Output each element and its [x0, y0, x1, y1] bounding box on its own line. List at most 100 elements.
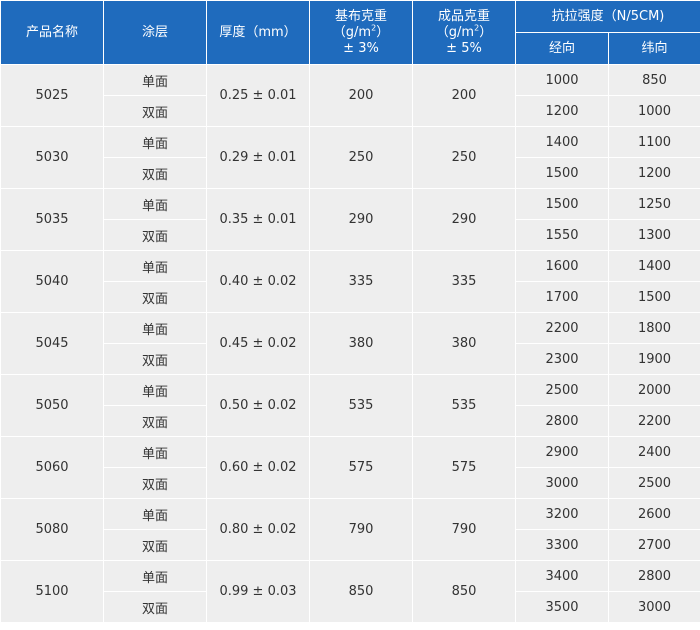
- product-name-cell: 5040: [0, 250, 104, 313]
- finished-weight-cell: 790: [412, 498, 516, 561]
- weft-cell: 1900: [608, 343, 700, 375]
- warp-cell: 1550: [515, 219, 609, 251]
- warp-cell: 1200: [515, 95, 609, 127]
- weft-cell: 850: [608, 64, 700, 96]
- table-header: 产品名称 涂层 厚度（mm） 基布克重 （g/m2） ± 3% 成品克重 （g/…: [0, 0, 700, 65]
- warp-cell: 2200: [515, 312, 609, 344]
- warp-cell: 2500: [515, 374, 609, 406]
- thickness-cell: 0.40 ± 0.02: [206, 250, 310, 313]
- header-finished-weight-unit: （g/m2）: [435, 23, 493, 40]
- thickness-cell: 0.35 ± 0.01: [206, 188, 310, 251]
- coating-cell: 双面: [103, 281, 207, 313]
- table-row: 双面 1550 1300: [1, 219, 700, 251]
- warp-cell: 1000: [515, 64, 609, 96]
- table-row: 双面 3300 2700: [1, 529, 700, 561]
- header-finished-weight-title: 成品克重: [437, 8, 490, 24]
- table-row: 双面 2300 1900: [1, 343, 700, 375]
- thickness-cell: 0.45 ± 0.02: [206, 312, 310, 375]
- weft-cell: 3000: [608, 591, 700, 623]
- warp-cell: 1600: [515, 250, 609, 282]
- header-thickness: 厚度（mm）: [206, 0, 310, 65]
- weft-cell: 1250: [608, 188, 700, 220]
- coating-cell: 单面: [103, 64, 207, 96]
- table-row: 双面 1200 1000: [1, 95, 700, 127]
- coating-cell: 双面: [103, 591, 207, 623]
- coating-cell: 单面: [103, 126, 207, 158]
- weft-cell: 2200: [608, 405, 700, 437]
- weft-cell: 1200: [608, 157, 700, 189]
- product-name-cell: 5100: [0, 560, 104, 623]
- base-weight-cell: 200: [309, 64, 413, 127]
- coating-cell: 单面: [103, 374, 207, 406]
- weft-cell: 2600: [608, 498, 700, 530]
- coating-cell: 单面: [103, 498, 207, 530]
- weft-cell: 2700: [608, 529, 700, 561]
- thickness-cell: 0.50 ± 0.02: [206, 374, 310, 437]
- table-row: 5100 单面 0.99 ± 0.03 850 850 3400 2800: [0, 560, 700, 623]
- weft-cell: 1100: [608, 126, 700, 158]
- warp-cell: 2900: [515, 436, 609, 468]
- header-warp: 经向: [515, 32, 609, 65]
- table-row: 双面 1500 1200: [1, 157, 700, 189]
- weft-cell: 2800: [608, 560, 700, 592]
- coating-cell: 双面: [103, 343, 207, 375]
- coating-cell: 单面: [103, 436, 207, 468]
- table-row: 双面 3000 2500: [1, 467, 700, 499]
- warp-cell: 2800: [515, 405, 609, 437]
- coating-cell: 双面: [103, 157, 207, 189]
- coating-cell: 双面: [103, 95, 207, 127]
- table-row: 5060 单面 0.60 ± 0.02 575 575 2900 2400: [0, 436, 700, 499]
- coating-cell: 单面: [103, 312, 207, 344]
- finished-weight-cell: 535: [412, 374, 516, 437]
- base-weight-cell: 335: [309, 250, 413, 313]
- base-weight-cell: 575: [309, 436, 413, 499]
- header-base-weight-tolerance: ± 3%: [343, 40, 379, 56]
- base-weight-cell: 290: [309, 188, 413, 251]
- table-row: 5040 单面 0.40 ± 0.02 335 335 1600 1400: [0, 250, 700, 313]
- header-base-weight-title: 基布克重: [334, 8, 387, 24]
- header-finished-weight-tolerance: ± 5%: [446, 40, 482, 56]
- finished-weight-cell: 335: [412, 250, 516, 313]
- finished-weight-cell: 290: [412, 188, 516, 251]
- weft-cell: 1400: [608, 250, 700, 282]
- coating-cell: 双面: [103, 219, 207, 251]
- product-name-cell: 5030: [0, 126, 104, 189]
- product-name-cell: 5045: [0, 312, 104, 375]
- weft-cell: 2000: [608, 374, 700, 406]
- weft-cell: 1800: [608, 312, 700, 344]
- table-row: 5030 单面 0.29 ± 0.01 250 250 1400 1100: [0, 126, 700, 189]
- table-body: 5025 单面 0.25 ± 0.01 200 200 1000 850 双面 1200 1000…: [0, 64, 700, 623]
- header-coating: 涂层: [103, 0, 207, 65]
- coating-cell: 双面: [103, 467, 207, 499]
- coating-cell: 单面: [103, 188, 207, 220]
- product-name-cell: 5080: [0, 498, 104, 561]
- coating-cell: 双面: [103, 405, 207, 437]
- warp-cell: 3200: [515, 498, 609, 530]
- warp-cell: 3000: [515, 467, 609, 499]
- table-row: 双面 3500 3000: [1, 591, 700, 623]
- product-name-cell: 5035: [0, 188, 104, 251]
- coating-cell: 单面: [103, 250, 207, 282]
- thickness-cell: 0.25 ± 0.01: [206, 64, 310, 127]
- header-base-weight-unit: （g/m2）: [332, 23, 390, 40]
- weft-cell: 1000: [608, 95, 700, 127]
- table-row: 5025 单面 0.25 ± 0.01 200 200 1000 850: [0, 64, 700, 127]
- base-weight-cell: 790: [309, 498, 413, 561]
- warp-cell: 2300: [515, 343, 609, 375]
- warp-cell: 1400: [515, 126, 609, 158]
- base-weight-cell: 380: [309, 312, 413, 375]
- warp-cell: 3400: [515, 560, 609, 592]
- header-product-name: 产品名称: [0, 0, 104, 65]
- warp-cell: 1500: [515, 188, 609, 220]
- thickness-cell: 0.99 ± 0.03: [206, 560, 310, 623]
- finished-weight-cell: 380: [412, 312, 516, 375]
- table-row: 5035 单面 0.35 ± 0.01 290 290 1500 1250: [0, 188, 700, 251]
- finished-weight-cell: 250: [412, 126, 516, 189]
- table-row: 5045 单面 0.45 ± 0.02 380 380 2200 1800: [0, 312, 700, 375]
- header-base-weight: 基布克重 （g/m2） ± 3%: [309, 0, 413, 65]
- finished-weight-cell: 575: [412, 436, 516, 499]
- product-name-cell: 5060: [0, 436, 104, 499]
- weft-cell: 2400: [608, 436, 700, 468]
- coating-cell: 单面: [103, 560, 207, 592]
